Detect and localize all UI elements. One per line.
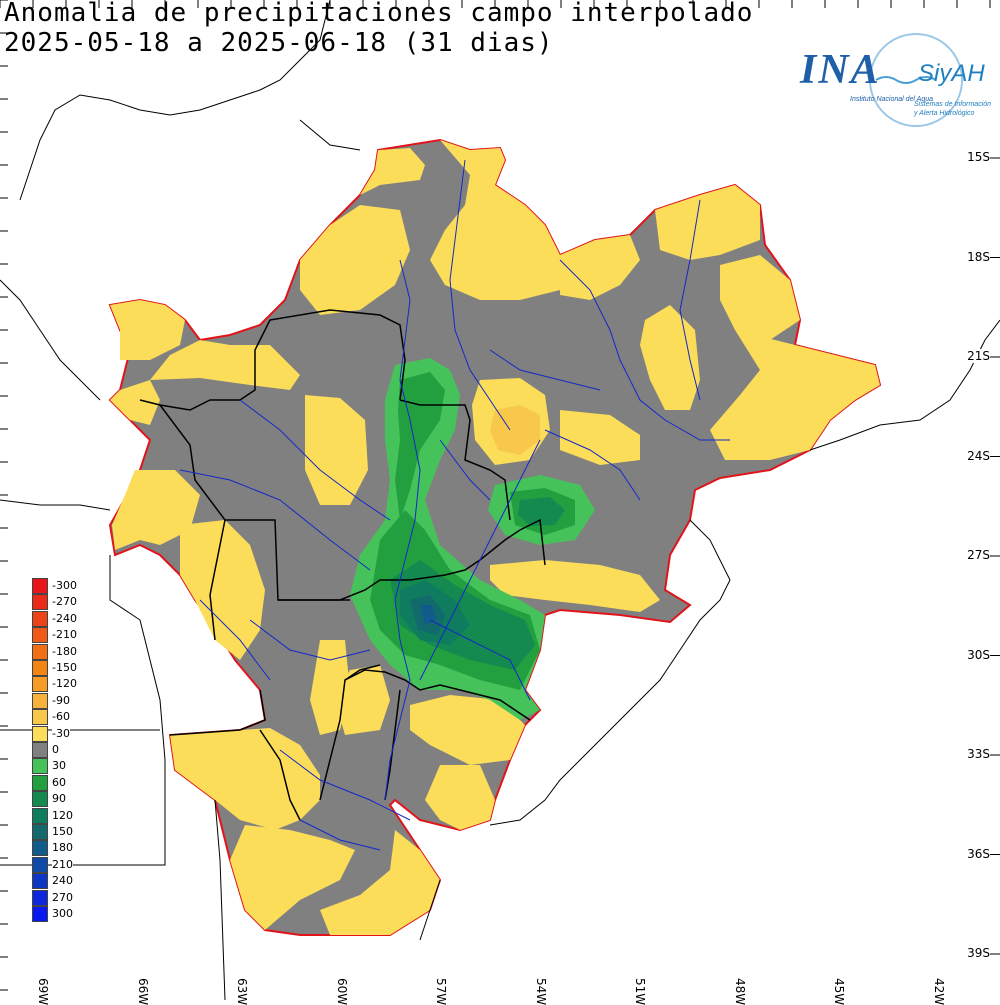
- legend-label: -120: [52, 677, 77, 691]
- legend-label: -60: [52, 710, 70, 724]
- lon-label: 42W: [931, 978, 946, 1005]
- legend-swatch: [32, 709, 48, 726]
- legend-label: -180: [52, 644, 77, 658]
- logo-subtitle2: Sistemas de Información y Alerta Hidroló…: [914, 101, 992, 117]
- legend-swatch: [32, 807, 48, 824]
- lon-label: 69W: [36, 978, 50, 1005]
- rivers: [179, 159, 730, 851]
- lat-label: 30S: [967, 647, 990, 662]
- lat-label: 15S: [967, 150, 990, 164]
- legend-swatch: [32, 676, 48, 693]
- lat-label: 36S: [967, 846, 990, 861]
- legend-swatch: [32, 594, 48, 611]
- legend-label: -150: [52, 661, 77, 674]
- lon-label: 54W: [533, 978, 548, 1005]
- lon-label: 48W: [732, 978, 747, 1005]
- legend-swatch: [32, 774, 48, 791]
- lat-label: 24S: [967, 448, 990, 463]
- legend-swatch: [32, 578, 48, 594]
- legend-label: 240: [52, 874, 73, 888]
- legend-swatch: [32, 725, 48, 742]
- legend-swatch: [32, 824, 48, 840]
- legend-label: 180: [52, 841, 73, 855]
- logo-ina-text: INA: [800, 47, 881, 93]
- lat-label: 27S: [967, 548, 990, 562]
- legend-label: 0: [52, 743, 59, 756]
- lat-label: 21S: [967, 349, 990, 363]
- lat-label: 33S: [967, 747, 990, 761]
- country-borders: [139, 309, 546, 821]
- legend-swatch: [32, 610, 48, 627]
- legend-swatch: [32, 906, 48, 922]
- positive-anomaly-patches: [350, 358, 595, 720]
- lat-label: 39S: [967, 946, 990, 960]
- legend-swatch: [32, 692, 48, 709]
- legend-swatch: [32, 791, 48, 808]
- legend-label: 90: [52, 792, 66, 806]
- lon-label: 60W: [334, 978, 349, 1005]
- legend-label: -30: [52, 726, 70, 740]
- legend-label: 120: [52, 808, 73, 822]
- ina-logo: INA SiyAH Instituto Nacional del Agua Si…: [796, 28, 996, 128]
- legend-swatch: [32, 873, 48, 890]
- logo-emblem: [869, 33, 963, 127]
- legend-label: 150: [52, 825, 73, 838]
- legend-swatch: [32, 742, 48, 758]
- legend-swatch: [32, 627, 48, 644]
- orange-patch: [490, 405, 540, 455]
- lon-label: 57W: [434, 978, 448, 1005]
- legend-label: -240: [52, 611, 77, 625]
- logo-siyah-text: SiyAH: [918, 60, 985, 87]
- lat-label: 18S: [967, 249, 990, 264]
- legend-label: 60: [52, 775, 66, 789]
- map-title: Anomalia de precipitaciones campo interp…: [4, 0, 754, 28]
- legend-label: 210: [52, 857, 73, 871]
- legend-swatch: [32, 643, 48, 660]
- legend-label: -300: [52, 579, 77, 592]
- lon-label: 45W: [832, 978, 846, 1005]
- legend-label: 300: [52, 907, 73, 920]
- legend-swatch: [32, 840, 48, 857]
- legend-label: -270: [52, 595, 77, 609]
- lon-label: 51W: [633, 978, 647, 1005]
- legend-label: -210: [52, 628, 77, 642]
- legend-swatch: [32, 889, 48, 906]
- legend-label: -90: [52, 693, 70, 707]
- lon-label: 66W: [135, 978, 150, 1005]
- legend-swatch: [32, 660, 48, 676]
- legend-swatch: [32, 758, 48, 775]
- logo-subtitle: Instituto Nacional del Agua: [850, 96, 934, 103]
- lon-label: 63W: [235, 978, 249, 1005]
- legend-label: 270: [52, 890, 73, 904]
- legend-label: 30: [52, 759, 66, 773]
- legend-swatch: [32, 856, 48, 873]
- date-range: 2025-05-18 a 2025-06-18 (31 dias): [4, 28, 554, 58]
